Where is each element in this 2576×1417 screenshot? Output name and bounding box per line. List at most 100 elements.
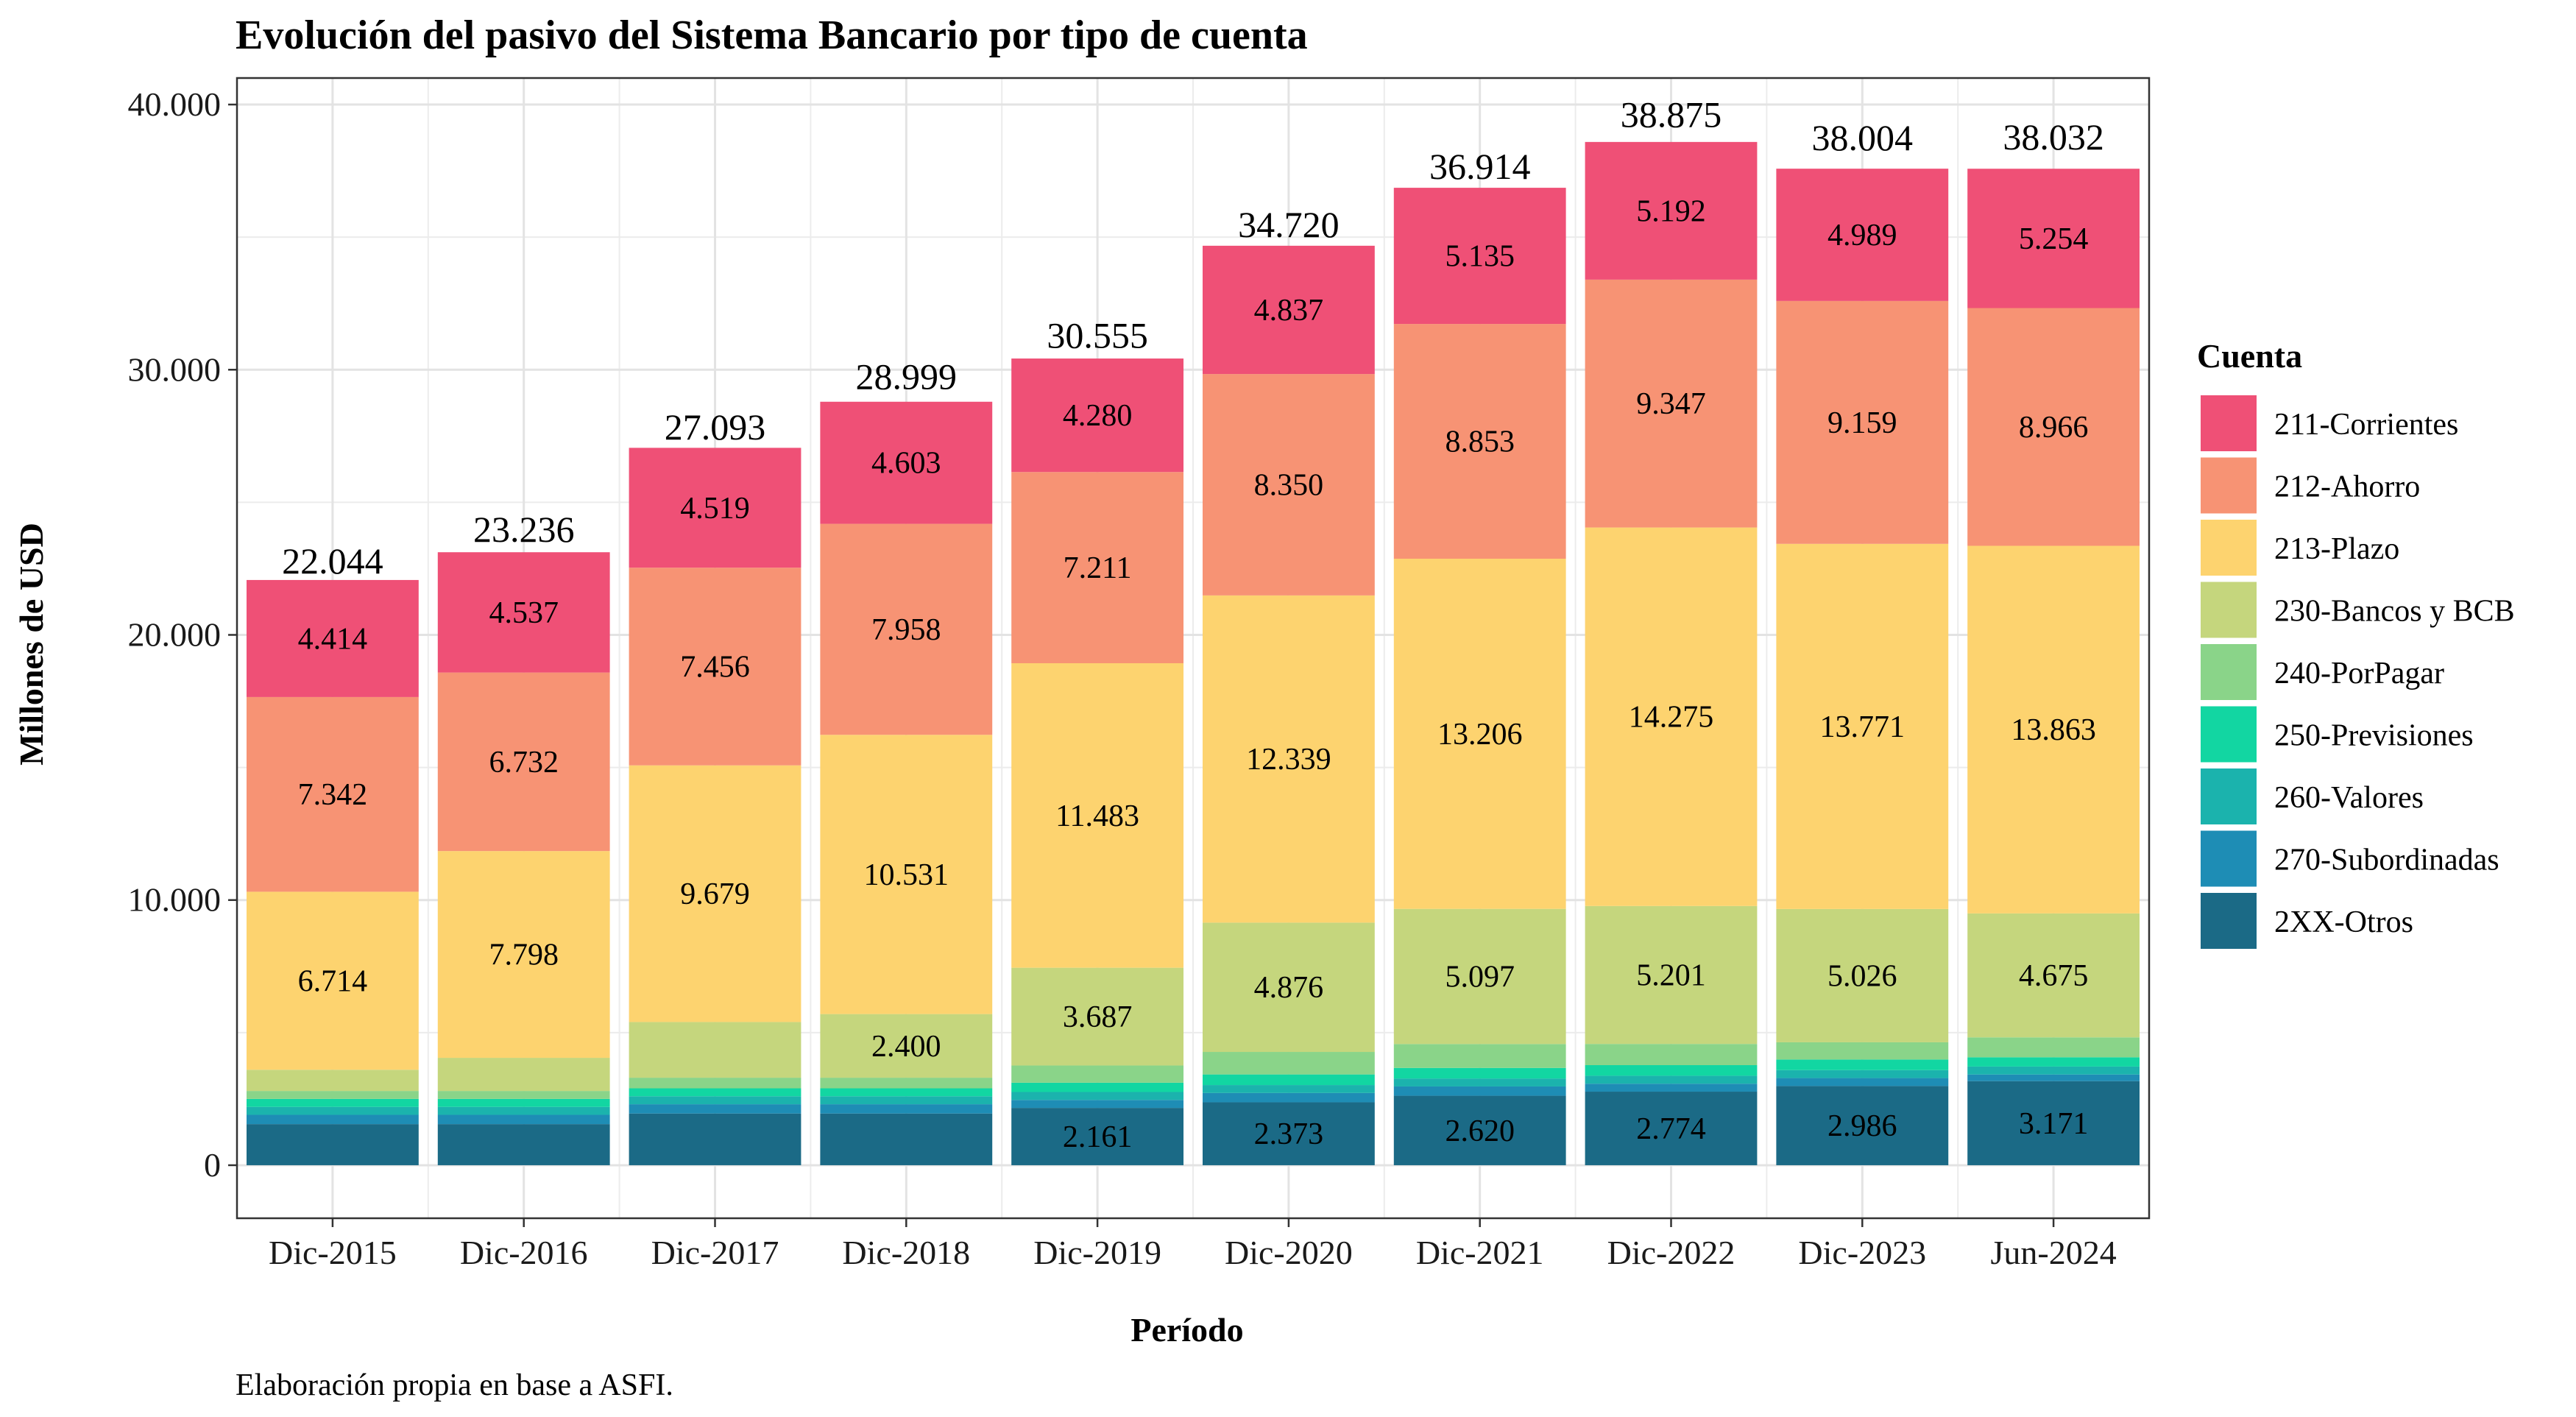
legend-swatch	[2201, 644, 2257, 700]
x-axis-title: Período	[1130, 1311, 1243, 1349]
bar-segment	[1202, 922, 1375, 1053]
segment-value-label: 7.456	[680, 650, 750, 684]
segment-value-label: 2.620	[1445, 1114, 1515, 1148]
bar-segment	[1011, 1108, 1184, 1165]
bar-segment	[820, 523, 993, 735]
segment-value-label: 7.342	[298, 778, 368, 812]
bar-segment	[820, 1104, 993, 1114]
segment-value-label: 4.414	[298, 622, 368, 656]
bar-segment	[820, 1113, 993, 1165]
y-axis: 0 10.000 20.000 30.000 40.000	[128, 85, 237, 1184]
x-tick-label: Dic-2022	[1607, 1234, 1735, 1271]
bar-segment	[1967, 913, 2140, 1038]
bar-segment	[246, 1098, 419, 1107]
bar-total-label: 28.999	[856, 356, 958, 397]
bar-segment	[246, 696, 419, 892]
segment-value-label: 4.837	[1254, 294, 1324, 328]
bar-segment	[1585, 905, 1758, 1045]
bar-segment	[246, 1091, 419, 1099]
legend-label: 260-Valores	[2274, 781, 2424, 815]
segment-value-label: 2.774	[1636, 1112, 1706, 1146]
bar-segment	[1967, 1074, 2140, 1081]
total-labels: 22.044 23.236 27.093 28.999 30.555 34.720 36.9…	[282, 94, 2104, 582]
bar-segment	[1393, 558, 1566, 909]
bar-total-label: 36.914	[1429, 146, 1531, 187]
legend-title: Cuenta	[2197, 337, 2302, 375]
x-tick-label: Dic-2023	[1798, 1234, 1926, 1271]
bar-segment	[820, 401, 993, 524]
segment-value-label: 12.339	[1246, 743, 1331, 777]
segment-value-label: 4.989	[1827, 219, 1897, 252]
bar-segment	[1011, 472, 1184, 663]
segment-labels: 6.714 7.342 4.414 7.798 6.732 4.537 9.679 7.456…	[298, 194, 2096, 1154]
bar-segment	[629, 1088, 802, 1097]
segment-value-label: 8.966	[2019, 411, 2089, 445]
bar-segment	[437, 1124, 610, 1165]
x-tick-label: Dic-2018	[842, 1234, 970, 1271]
bar-segment	[629, 568, 802, 766]
segment-value-label: 13.206	[1437, 718, 1523, 752]
bar-total-label: 30.555	[1047, 314, 1148, 356]
x-tick-label: Dic-2017	[651, 1234, 779, 1271]
bar-segment	[1967, 1037, 2140, 1058]
segment-value-label: 4.519	[680, 492, 750, 526]
legend-swatch	[2201, 830, 2257, 887]
bar-segment	[1202, 1052, 1375, 1075]
segment-value-label: 2.373	[1254, 1117, 1324, 1151]
segment-value-label: 13.771	[1820, 710, 1906, 744]
bar-total-label: 22.044	[282, 540, 383, 582]
bar-segment	[1393, 1044, 1566, 1068]
x-tick-label: Dic-2021	[1416, 1234, 1544, 1271]
segment-value-label: 11.483	[1055, 799, 1139, 833]
bar-segment	[1011, 1082, 1184, 1092]
bar-segment	[1776, 1070, 1949, 1078]
bar-segment	[246, 1106, 419, 1115]
bar-segment	[1011, 358, 1184, 473]
bar-segment	[629, 1113, 802, 1165]
bar-segment	[1011, 662, 1184, 968]
bar-segment	[1393, 1086, 1566, 1096]
bar-segment	[1011, 1092, 1184, 1100]
legend-label: 213-Plazo	[2274, 532, 2399, 566]
y-tick-label: 20.000	[128, 615, 222, 653]
y-axis-title: Millones de USD	[13, 523, 50, 766]
bar-segment	[1393, 324, 1566, 559]
bar-segment	[1776, 1059, 1949, 1070]
bar-segment	[246, 1124, 419, 1165]
legend-swatch	[2201, 395, 2257, 451]
bar-segment	[1393, 188, 1566, 325]
bar-segment	[1776, 1086, 1949, 1165]
bar-segment	[1776, 169, 1949, 301]
bar-segment	[1202, 595, 1375, 923]
segment-value-label: 14.275	[1629, 701, 1714, 735]
segment-value-label: 3.171	[2019, 1107, 2089, 1141]
y-tick-label: 30.000	[128, 350, 222, 388]
bar-segment	[629, 1078, 802, 1089]
legend-swatch	[2201, 893, 2257, 949]
caption: Elaboración propia en base a ASFI.	[236, 1368, 673, 1402]
bar-segment	[1967, 169, 2140, 308]
bar-segment	[1393, 1095, 1566, 1165]
legend-swatch	[2201, 706, 2257, 763]
bar-segment	[629, 1104, 802, 1114]
grid-minor	[237, 78, 2149, 1218]
bar-segment	[820, 1078, 993, 1089]
bar-segment	[246, 1114, 419, 1125]
bar-segment	[1393, 1078, 1566, 1086]
segment-value-label: 5.026	[1827, 959, 1897, 993]
bar-segment	[1967, 1057, 2140, 1067]
legend-label: 211-Corrientes	[2274, 408, 2458, 442]
legend-swatch	[2201, 457, 2257, 514]
y-tick-label: 10.000	[128, 881, 222, 919]
segment-value-label: 8.853	[1445, 425, 1515, 459]
segment-value-label: 9.159	[1827, 406, 1897, 440]
segment-value-label: 2.400	[871, 1030, 941, 1064]
bar-segment	[437, 1106, 610, 1115]
legend-swatch	[2201, 520, 2257, 576]
segment-value-label: 8.350	[1254, 468, 1324, 502]
bar-segment	[1011, 1065, 1184, 1083]
x-tick-label: Jun-2024	[1990, 1234, 2116, 1271]
segment-value-label: 7.211	[1064, 551, 1132, 585]
x-axis: Dic-2015 Dic-2016 Dic-2017 Dic-2018 Dic-2019…	[269, 1218, 2117, 1271]
bar-segment	[1202, 245, 1375, 375]
